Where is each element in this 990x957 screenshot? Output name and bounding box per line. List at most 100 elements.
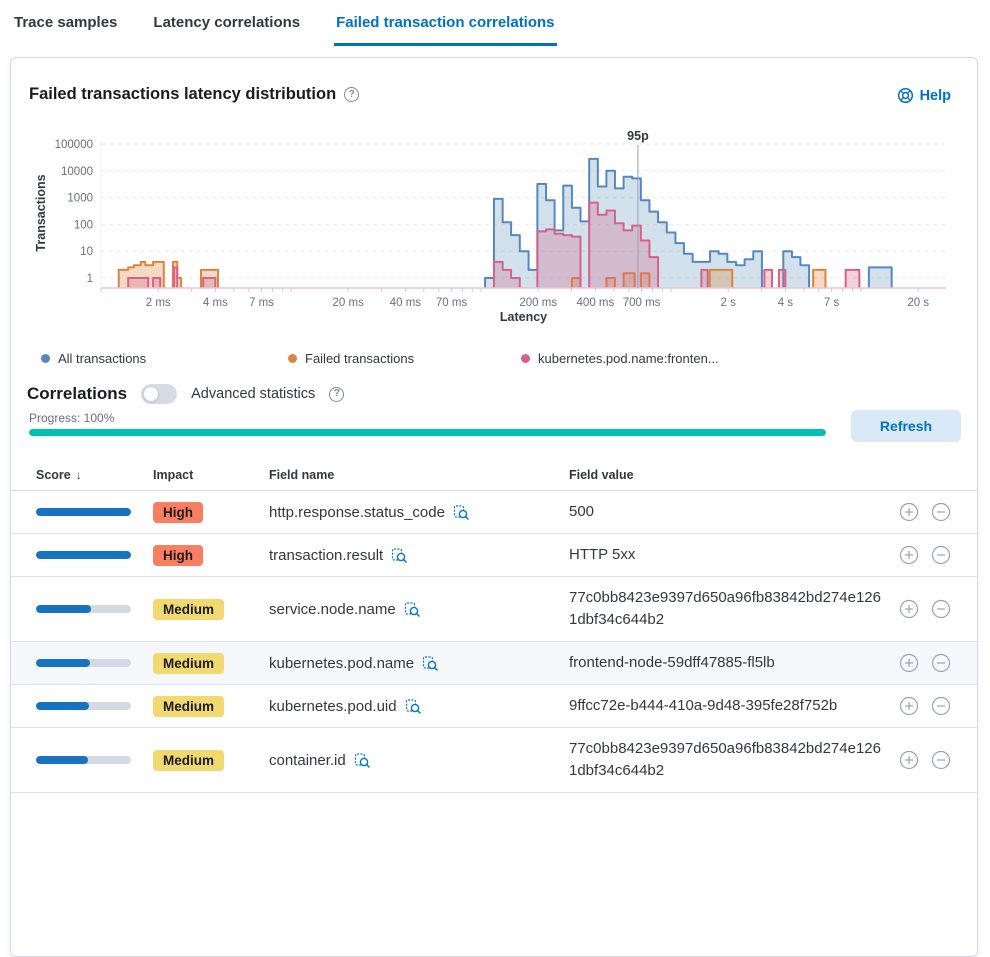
latency-distribution-chart[interactable]: 95p 2 ms 4 ms 7 ms 20 ms 40 ms 70 ms 200 ms 400 … xyxy=(11,129,977,314)
column-header-field-value: Field value xyxy=(569,467,634,482)
exclude-filter-button[interactable] xyxy=(931,653,951,673)
score-bar-fill xyxy=(36,605,92,613)
table-row[interactable]: Medium kubernetes.pod.uid 9ffcc72e-b444-… xyxy=(11,685,977,728)
score-bar xyxy=(36,551,131,559)
question-icon[interactable]: ? xyxy=(344,87,360,102)
exclude-filter-button[interactable] xyxy=(931,599,951,619)
view-in-discover-icon[interactable] xyxy=(422,655,438,671)
exclude-filter-button[interactable] xyxy=(931,502,951,522)
exclude-filter-button[interactable] xyxy=(931,696,951,716)
svg-text:95p: 95p xyxy=(627,129,649,143)
svg-text:400 ms: 400 ms xyxy=(577,297,615,309)
tab-latency-correlations[interactable]: Latency correlations xyxy=(153,14,301,31)
field-value-text: 9ffcc72e-b444-410a-9d48-395fe28f752b xyxy=(569,697,838,714)
progress-bar xyxy=(29,429,826,436)
impact-cell: Medium xyxy=(153,598,269,620)
minus-circle-icon xyxy=(931,653,951,673)
field-value-text: 77c0bb8423e9397d650a96fb83842bd274e1261d… xyxy=(569,740,881,779)
legend-label: kubernetes.pod.name:fronten... xyxy=(538,351,719,366)
minus-circle-icon xyxy=(931,750,951,770)
table-row[interactable]: High http.response.status_code 500 xyxy=(11,491,977,534)
correlations-table: Score ↓ Impact Field name Field value Hi… xyxy=(11,459,977,793)
question-icon[interactable]: ? xyxy=(329,386,345,402)
table-header-row: Score ↓ Impact Field name Field value xyxy=(11,459,977,491)
plus-circle-icon xyxy=(899,696,919,716)
table-row[interactable]: High transaction.result HTTP 5xx xyxy=(11,534,977,577)
tab-failed-transaction-correlations[interactable]: Failed transaction correlations xyxy=(334,8,557,46)
impact-badge: Medium xyxy=(153,598,225,620)
include-filter-button[interactable] xyxy=(899,750,919,770)
score-bar xyxy=(36,659,131,667)
legend-item[interactable]: Failed transactions xyxy=(288,351,414,366)
field-name-cell: transaction.result xyxy=(269,547,569,564)
field-name-text: transaction.result xyxy=(269,546,384,564)
score-cell xyxy=(36,551,153,559)
legend-item[interactable]: kubernetes.pod.name:fronten... xyxy=(521,351,719,366)
plus-circle-icon xyxy=(899,502,919,522)
sort-desc-icon: ↓ xyxy=(75,467,82,482)
advanced-statistics-label: Advanced statistics xyxy=(191,386,316,402)
include-filter-button[interactable] xyxy=(899,545,919,565)
row-actions xyxy=(887,750,951,770)
plus-circle-icon xyxy=(899,653,919,673)
advanced-statistics-toggle[interactable] xyxy=(141,384,178,404)
column-header-impact: Impact xyxy=(153,467,194,482)
exclude-filter-button[interactable] xyxy=(931,750,951,770)
table-row[interactable]: Medium kubernetes.pod.name frontend-node… xyxy=(11,642,977,685)
table-row[interactable]: Medium container.id 77c0bb8423e9397d650a… xyxy=(11,728,977,793)
failed-correlations-panel: Failed transactions latency distribution… xyxy=(10,57,978,957)
svg-text:7 ms: 7 ms xyxy=(249,297,274,309)
svg-text:4 ms: 4 ms xyxy=(203,297,228,309)
impact-cell: High xyxy=(153,544,269,566)
svg-text:20 s: 20 s xyxy=(907,297,929,309)
svg-text:2 s: 2 s xyxy=(721,297,737,309)
column-header-score[interactable]: Score ↓ xyxy=(36,468,153,482)
svg-text:10000: 10000 xyxy=(61,166,93,178)
view-in-discover-icon[interactable] xyxy=(404,601,420,617)
row-actions xyxy=(887,696,951,716)
tab-bar: Trace samples Latency correlations Faile… xyxy=(12,8,557,46)
view-in-discover-icon[interactable] xyxy=(354,752,370,768)
minus-circle-icon xyxy=(931,545,951,565)
chart-legend: All transactions Failed transactions kuber… xyxy=(11,351,977,369)
impact-badge: Medium xyxy=(153,695,225,717)
correlations-header: Correlations Advanced statistics ? xyxy=(27,384,345,404)
view-in-discover-icon[interactable] xyxy=(453,504,469,520)
exclude-filter-button[interactable] xyxy=(931,545,951,565)
plus-circle-icon xyxy=(899,599,919,619)
panel-title: Failed transactions latency distribution… xyxy=(29,85,360,104)
minus-circle-icon xyxy=(931,502,951,522)
score-bar-fill xyxy=(36,508,131,516)
include-filter-button[interactable] xyxy=(899,599,919,619)
field-name-text: http.response.status_code xyxy=(269,503,445,521)
legend-dot-icon xyxy=(288,354,297,363)
score-bar-fill xyxy=(36,702,90,710)
row-actions xyxy=(887,502,951,522)
svg-text:1: 1 xyxy=(87,273,93,285)
table-row[interactable]: Medium service.node.name 77c0bb8423e9397… xyxy=(11,577,977,642)
score-bar-fill xyxy=(36,756,89,764)
help-label: Help xyxy=(919,87,951,104)
minus-circle-icon xyxy=(931,696,951,716)
score-header-label: Score xyxy=(36,467,71,482)
score-bar xyxy=(36,756,131,764)
field-name-text: kubernetes.pod.uid xyxy=(269,697,397,715)
impact-cell: High xyxy=(153,501,269,523)
help-link[interactable]: Help xyxy=(897,87,951,104)
field-name-cell: service.node.name xyxy=(269,601,569,618)
field-name-cell: http.response.status_code xyxy=(269,504,569,521)
impact-cell: Medium xyxy=(153,749,269,771)
svg-text:2 ms: 2 ms xyxy=(146,297,171,309)
include-filter-button[interactable] xyxy=(899,653,919,673)
view-in-discover-icon[interactable] xyxy=(391,547,407,563)
field-name-text: container.id xyxy=(269,751,346,769)
tab-trace-samples[interactable]: Trace samples xyxy=(14,14,118,31)
view-in-discover-icon[interactable] xyxy=(405,698,421,714)
legend-item[interactable]: All transactions xyxy=(41,351,146,366)
include-filter-button[interactable] xyxy=(899,502,919,522)
include-filter-button[interactable] xyxy=(899,696,919,716)
impact-badge: Medium xyxy=(153,749,225,771)
refresh-button[interactable]: Refresh xyxy=(851,410,961,442)
field-value-text: frontend-node-59dff47885-fl5lb xyxy=(569,654,775,671)
svg-text:10: 10 xyxy=(80,246,93,258)
